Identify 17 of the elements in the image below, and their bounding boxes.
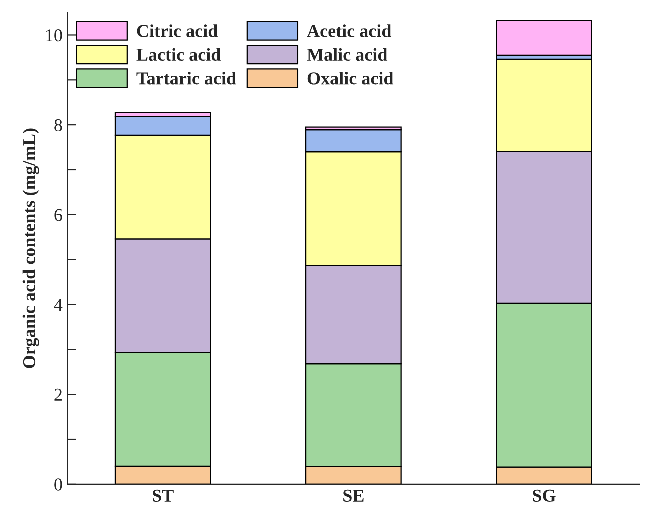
- y-tick-label: 8: [54, 119, 62, 132]
- legend-label: Lactic acid: [136, 48, 221, 62]
- y-tick-label: 0: [54, 478, 62, 491]
- bar: [496, 20, 592, 56]
- y-axis-title: Organic acid contents (mg/mL): [22, 128, 40, 368]
- legend-label: Malic acid: [307, 48, 388, 62]
- x-tick-label: SG: [533, 490, 556, 502]
- x-tick-label: SE: [344, 490, 364, 502]
- y-tick-label: 10: [46, 29, 62, 42]
- legend-label: Acetic acid: [307, 24, 392, 38]
- y-tick-label: 4: [54, 299, 63, 312]
- legend-label: Citric acid: [137, 24, 218, 38]
- y-tick-label: 2: [54, 388, 62, 401]
- y-tick-label: 6: [54, 209, 62, 222]
- legend-label: Tartaric acid: [136, 72, 236, 85]
- x-tick-label: ST: [153, 490, 174, 502]
- legend-label: Oxalic acid: [308, 72, 394, 85]
